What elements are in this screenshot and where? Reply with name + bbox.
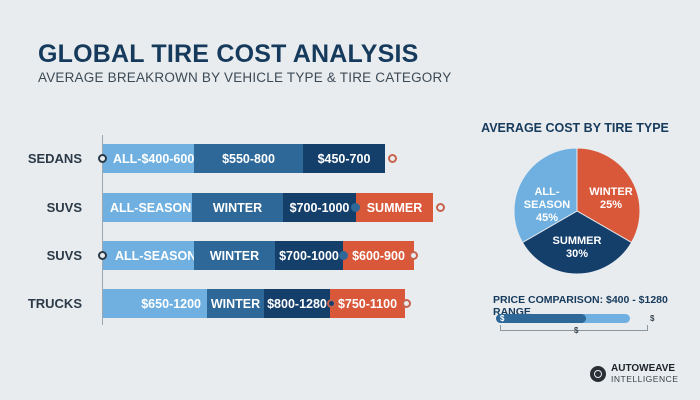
price-range-track: $ [496, 314, 630, 323]
mid-marker-icon [339, 251, 348, 260]
end-marker-icon [436, 203, 445, 212]
segment-mid: $700-1000 [283, 193, 356, 222]
pie-title: AVERAGE COST BY TIRE TYPE [481, 121, 669, 135]
price-max-symbol: $ [650, 314, 655, 323]
pie-label-all-season: ALL-SEASON 45% [523, 186, 571, 224]
page-subtitle: AVERAGE BREAKROWN BY VEHICLE TYPE & TIRE… [38, 70, 452, 85]
price-min-symbol: $ [500, 314, 505, 323]
segment-summer: $450-700 [303, 144, 385, 173]
pie-chart [513, 147, 641, 275]
segment-all-season: ALL-SEASON [103, 241, 196, 270]
row-label: SUVS [46, 200, 82, 215]
pie-label-summer: SUMMER 30% [552, 235, 602, 260]
segment-mid: $700-1000 [275, 241, 343, 270]
segment-winter: WINTER [207, 289, 264, 318]
end-marker-icon [409, 251, 418, 260]
bar-axis-line [102, 135, 103, 325]
segment-mid: $800-1280 [264, 289, 330, 318]
mid-marker-icon [351, 203, 360, 212]
price-mid-symbol: $ [574, 326, 579, 335]
start-marker-icon [98, 251, 107, 260]
segment-all-season: $650-1200 [103, 289, 207, 318]
pie-label-winter: WINTER 25% [589, 186, 633, 211]
tire-icon [590, 366, 606, 382]
row-label: SUVS [46, 248, 82, 263]
segment-summer: $750-1100 [330, 289, 405, 318]
segment-winter: WINTER [194, 241, 275, 270]
segment-winter: $550-800 [194, 144, 303, 173]
price-range-fill [496, 314, 586, 323]
segment-summer: SUMMER [356, 193, 433, 222]
brand-logo: AUTOWEAVE INTELLIGENCE [590, 364, 678, 384]
brand-name: AUTOWEAVE [611, 363, 676, 374]
pie-slice-winter [576, 147, 641, 244]
segment-all-season: ALL-SEASON [103, 193, 192, 222]
mid-marker-icon [327, 299, 336, 308]
start-marker-icon [98, 154, 107, 163]
segment-winter: WINTER [192, 193, 283, 222]
segment-all-season: ALL-$400-600 [103, 144, 194, 173]
end-marker-icon [402, 299, 411, 308]
end-marker-icon [388, 154, 397, 163]
price-bracket [500, 325, 648, 331]
row-label: SEDANS [27, 151, 82, 166]
brand-subtitle: INTELLIGENCE [611, 374, 679, 384]
row-label: TRUCKS [27, 296, 82, 311]
segment-summer: $600-900 [343, 241, 414, 270]
page-title: GLOBAL TIRE COST ANALYSIS [38, 40, 419, 68]
pie-slice-all-season [513, 147, 578, 244]
